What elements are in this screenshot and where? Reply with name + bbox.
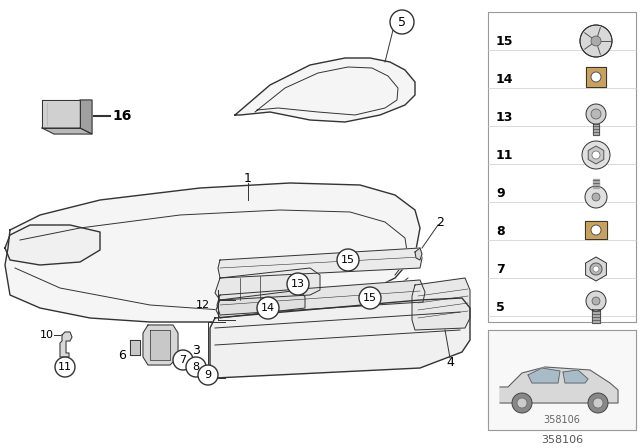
Text: 10: 10 bbox=[40, 330, 54, 340]
Polygon shape bbox=[60, 332, 72, 357]
Circle shape bbox=[173, 350, 193, 370]
Circle shape bbox=[591, 72, 601, 82]
Polygon shape bbox=[218, 248, 422, 278]
Polygon shape bbox=[42, 128, 92, 134]
Text: 9: 9 bbox=[496, 186, 504, 199]
Polygon shape bbox=[5, 225, 100, 265]
Text: 358106: 358106 bbox=[543, 415, 580, 425]
Circle shape bbox=[586, 291, 606, 311]
Text: 13: 13 bbox=[291, 279, 305, 289]
Circle shape bbox=[582, 141, 610, 169]
Text: 5: 5 bbox=[496, 301, 505, 314]
Circle shape bbox=[592, 193, 600, 201]
Text: 358106: 358106 bbox=[541, 435, 583, 445]
Text: 11: 11 bbox=[58, 362, 72, 372]
Circle shape bbox=[592, 151, 600, 159]
Polygon shape bbox=[592, 309, 600, 323]
Circle shape bbox=[593, 266, 599, 272]
Polygon shape bbox=[588, 146, 604, 164]
Text: 2: 2 bbox=[436, 215, 444, 228]
Circle shape bbox=[198, 365, 218, 385]
Text: 7: 7 bbox=[496, 263, 505, 276]
Polygon shape bbox=[216, 290, 305, 318]
Circle shape bbox=[257, 297, 279, 319]
Polygon shape bbox=[235, 58, 415, 122]
Text: 11: 11 bbox=[496, 148, 513, 161]
Polygon shape bbox=[210, 298, 470, 378]
Polygon shape bbox=[143, 325, 178, 365]
Polygon shape bbox=[130, 340, 140, 355]
Circle shape bbox=[517, 398, 527, 408]
Circle shape bbox=[588, 393, 608, 413]
Polygon shape bbox=[412, 278, 470, 330]
Circle shape bbox=[287, 273, 309, 295]
Polygon shape bbox=[593, 179, 599, 188]
Text: 14: 14 bbox=[261, 303, 275, 313]
Circle shape bbox=[512, 393, 532, 413]
Circle shape bbox=[591, 225, 601, 235]
Polygon shape bbox=[500, 367, 618, 403]
Circle shape bbox=[390, 10, 414, 34]
Circle shape bbox=[359, 287, 381, 309]
Polygon shape bbox=[528, 368, 560, 383]
Text: 9: 9 bbox=[204, 370, 212, 380]
Text: 15: 15 bbox=[341, 255, 355, 265]
Text: 1: 1 bbox=[244, 172, 252, 185]
Polygon shape bbox=[150, 330, 170, 360]
Text: 8: 8 bbox=[496, 224, 504, 237]
Polygon shape bbox=[585, 221, 607, 239]
Polygon shape bbox=[42, 100, 80, 128]
Polygon shape bbox=[215, 268, 320, 300]
Polygon shape bbox=[593, 124, 599, 135]
Polygon shape bbox=[80, 100, 92, 134]
Circle shape bbox=[337, 249, 359, 271]
Circle shape bbox=[586, 104, 606, 124]
Polygon shape bbox=[563, 370, 588, 383]
Polygon shape bbox=[5, 183, 420, 322]
Text: 8: 8 bbox=[193, 362, 200, 372]
Circle shape bbox=[55, 357, 75, 377]
Polygon shape bbox=[488, 12, 636, 322]
Circle shape bbox=[591, 109, 601, 119]
Text: 4: 4 bbox=[446, 356, 454, 369]
Text: 7: 7 bbox=[179, 355, 187, 365]
Text: 16: 16 bbox=[112, 109, 131, 123]
Circle shape bbox=[585, 186, 607, 208]
Text: 6: 6 bbox=[118, 349, 126, 362]
Circle shape bbox=[580, 25, 612, 57]
Circle shape bbox=[591, 36, 601, 46]
Polygon shape bbox=[488, 330, 636, 430]
Circle shape bbox=[186, 357, 206, 377]
Circle shape bbox=[593, 398, 603, 408]
Text: 3: 3 bbox=[192, 344, 200, 357]
Text: 15: 15 bbox=[496, 34, 513, 47]
Polygon shape bbox=[415, 248, 422, 260]
Text: 15: 15 bbox=[363, 293, 377, 303]
Polygon shape bbox=[586, 257, 606, 281]
Text: 5: 5 bbox=[398, 16, 406, 29]
Polygon shape bbox=[586, 67, 606, 87]
Text: 13: 13 bbox=[496, 111, 513, 124]
Circle shape bbox=[592, 297, 600, 305]
Circle shape bbox=[590, 263, 602, 275]
Text: 12: 12 bbox=[196, 300, 210, 310]
Polygon shape bbox=[217, 280, 425, 315]
Text: 14: 14 bbox=[496, 73, 513, 86]
